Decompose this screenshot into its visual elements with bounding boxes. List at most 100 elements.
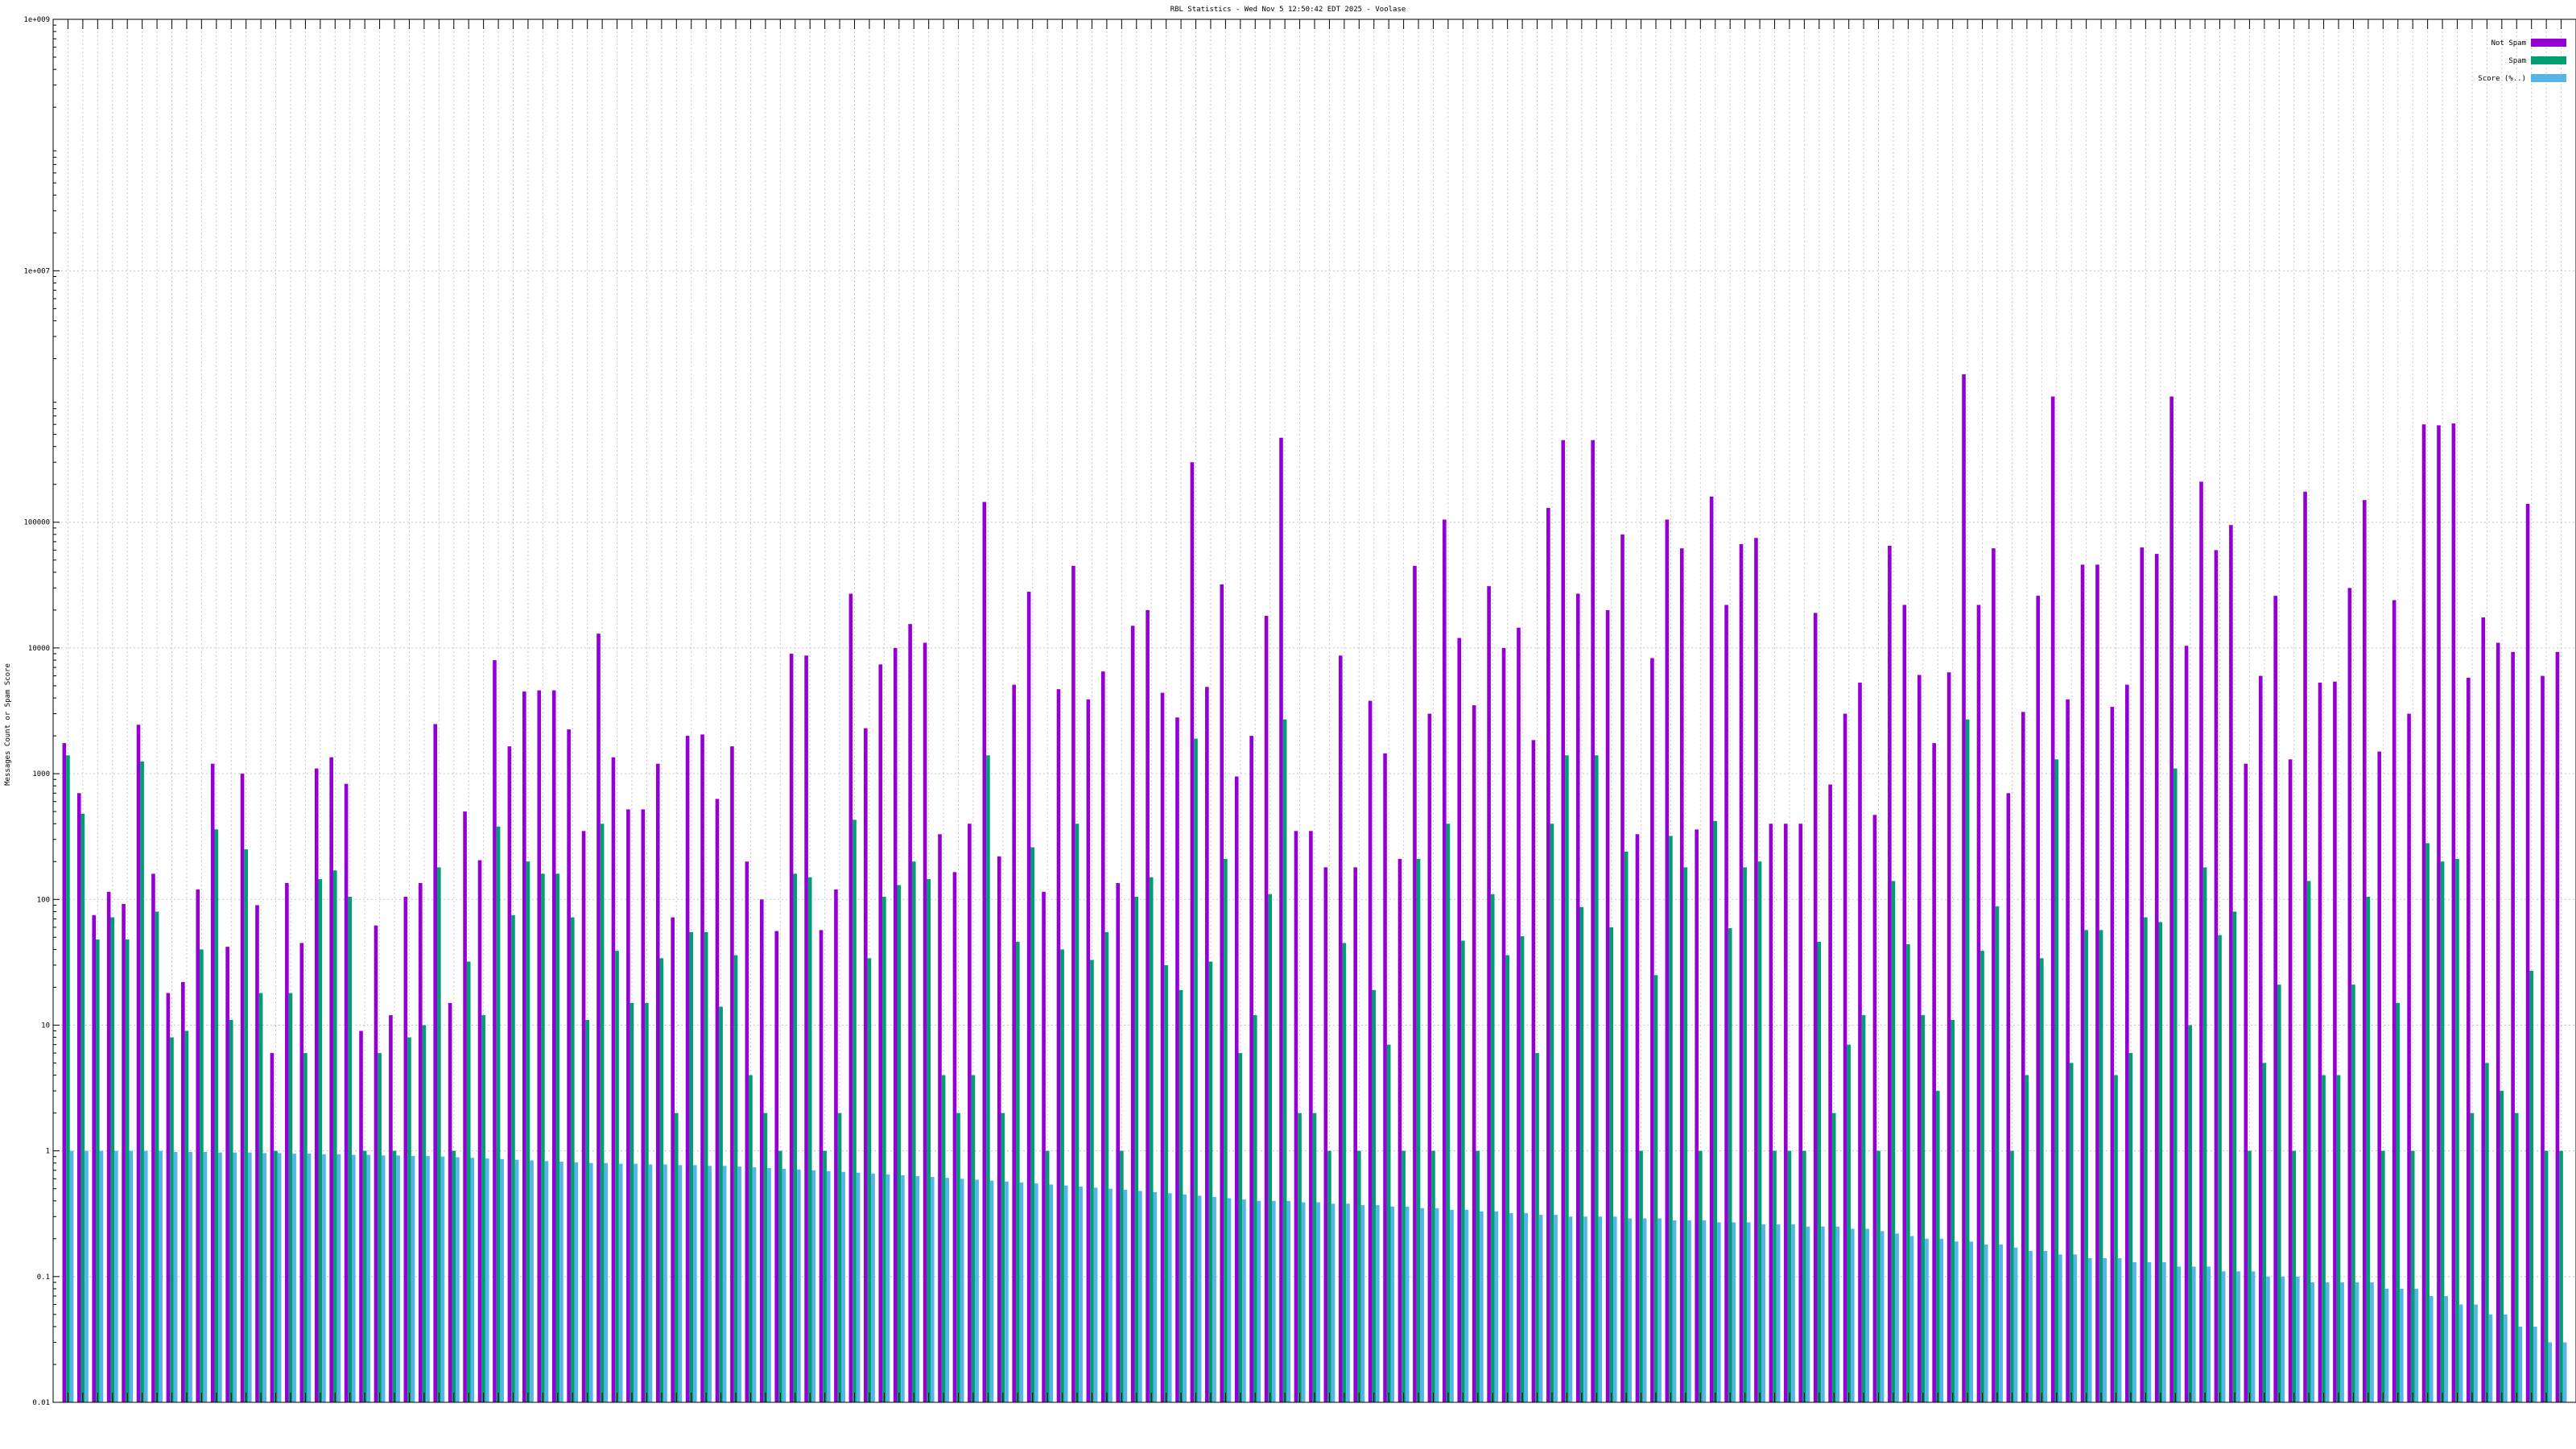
bar-not-spam [122, 903, 126, 1402]
bar-score [841, 1171, 845, 1402]
bar-spam [1120, 1150, 1124, 1402]
bar-not-spam [997, 856, 1001, 1402]
bar-score [856, 1172, 861, 1402]
bar-not-spam [2377, 751, 2382, 1402]
bar-score [1835, 1226, 1840, 1402]
bar-not-spam [270, 1053, 275, 1402]
bar-not-spam [1695, 829, 1699, 1402]
bar-score [99, 1150, 104, 1402]
bar-spam [1639, 1150, 1643, 1402]
bar-score [1257, 1200, 1261, 1402]
bar-not-spam [1249, 736, 1253, 1402]
bar-not-spam [1665, 519, 1670, 1402]
bar-not-spam [106, 891, 111, 1402]
bar-spam [2470, 1113, 2475, 1402]
bar-score [530, 1160, 534, 1402]
bar-not-spam [389, 1015, 393, 1402]
bar-spam [214, 829, 219, 1402]
bar-not-spam [655, 763, 660, 1402]
bar-not-spam [982, 502, 987, 1402]
bar-not-spam [1724, 605, 1728, 1402]
bar-spam [882, 896, 886, 1402]
bar-score [2043, 1250, 2048, 1402]
bar-spam [2500, 1091, 2504, 1402]
bar-spam [155, 911, 159, 1402]
y-tick-label: 0.01 [32, 1399, 50, 1407]
bar-spam [2248, 1150, 2252, 1402]
bar-score [1538, 1215, 1543, 1402]
bar-spam [1683, 867, 1688, 1402]
bar-spam [2559, 1150, 2563, 1402]
bar-spam [2277, 985, 2281, 1402]
bar-not-spam [834, 889, 838, 1402]
y-tick-label: 100 [37, 896, 50, 904]
bar-not-spam [225, 947, 229, 1402]
bar-score [2251, 1271, 2256, 1402]
bar-spam [1402, 1150, 1406, 1402]
bar-not-spam [374, 925, 378, 1402]
bar-score [1049, 1184, 1054, 1402]
bar-score [544, 1161, 549, 1402]
bar-spam [1149, 877, 1154, 1402]
bar-not-spam [1353, 867, 1358, 1402]
bar-score [277, 1153, 282, 1402]
bar-spam [1446, 824, 1451, 1402]
bar-spam [437, 867, 441, 1402]
bar-spam [555, 873, 560, 1402]
bar-score [2444, 1296, 2448, 1402]
bar-spam [2232, 911, 2237, 1402]
bar-spam [422, 1025, 427, 1402]
bar-score [2177, 1266, 2182, 1402]
bar-score [871, 1173, 875, 1402]
bar-not-spam [151, 873, 155, 1402]
bar-not-spam [567, 729, 571, 1402]
bar-spam [1431, 1150, 1435, 1402]
bar-not-spam [923, 642, 927, 1402]
bar-spam [96, 939, 100, 1402]
bar-score [1702, 1220, 1707, 1402]
bars [62, 374, 2567, 1403]
bar-spam [1609, 927, 1614, 1402]
bar-spam [1490, 894, 1495, 1402]
bar-not-spam [2199, 481, 2203, 1402]
bar-score [2340, 1282, 2344, 1402]
bar-score [1093, 1187, 1098, 1402]
bar-spam [1935, 1091, 1940, 1402]
bar-not-spam [1650, 658, 1654, 1402]
bar-spam [66, 755, 70, 1402]
bar-score [1227, 1198, 1232, 1402]
bar-score [247, 1152, 252, 1402]
bar-score [114, 1150, 118, 1402]
bar-score [1405, 1206, 1410, 1402]
bar-spam [1030, 847, 1035, 1402]
bar-spam [2099, 930, 2103, 1402]
bar-not-spam [1992, 548, 1996, 1403]
bar-score [1657, 1218, 1662, 1402]
bar-score [678, 1165, 683, 1402]
bar-spam [1699, 1150, 1703, 1402]
bar-score [960, 1179, 964, 1402]
bar-score [2325, 1282, 2330, 1402]
bar-score [426, 1156, 430, 1402]
bar-score [2221, 1271, 2226, 1402]
bar-not-spam [2258, 675, 2263, 1402]
bar-score [1316, 1202, 1320, 1402]
bar-not-spam [1026, 592, 1031, 1402]
bar-not-spam [1605, 609, 1610, 1402]
bar-spam [1891, 881, 1896, 1402]
bar-spam [80, 813, 85, 1402]
y-tick-label: 100000 [23, 519, 50, 527]
bar-spam [630, 1002, 634, 1402]
bar-spam [2351, 985, 2355, 1402]
bar-not-spam [1531, 740, 1536, 1402]
bar-not-spam [299, 943, 304, 1402]
bar-not-spam [1294, 831, 1298, 1402]
bar-spam [274, 1150, 278, 1402]
bar-score [2029, 1250, 2033, 1402]
bar-score [1063, 1185, 1068, 1402]
bar-score [396, 1155, 400, 1402]
bar-score [381, 1155, 386, 1402]
bar-score [693, 1165, 697, 1402]
bar-not-spam [1086, 699, 1091, 1402]
bar-score [1524, 1212, 1529, 1402]
